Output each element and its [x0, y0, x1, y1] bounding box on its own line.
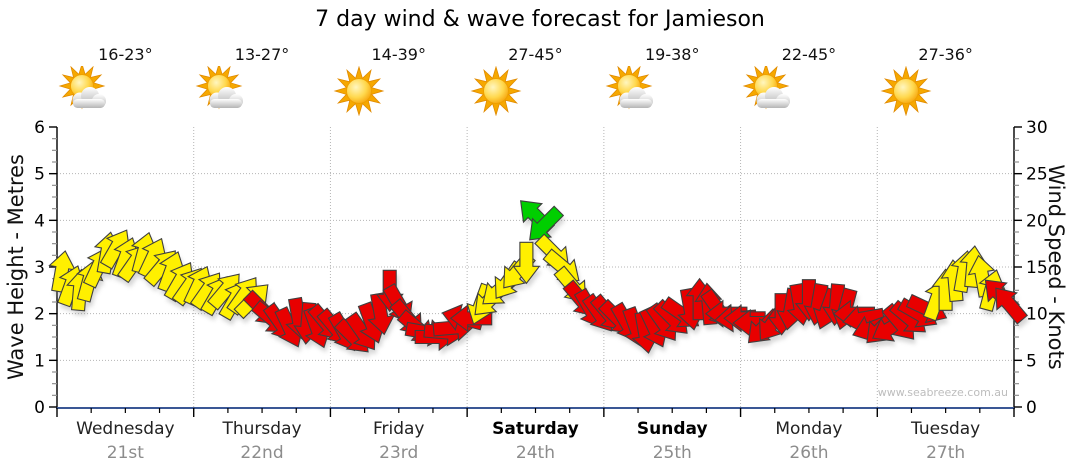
weather-icon-wrap [467, 66, 604, 116]
sun-disc [483, 78, 510, 104]
day-name-label: Saturday [492, 419, 579, 439]
day-date-label: 25th [652, 443, 692, 463]
watermark: www.seabreeze.com.au [877, 386, 1008, 399]
axis-tick-label: 30 [1026, 118, 1048, 138]
axis-tick-label: 0 [1026, 398, 1037, 418]
axis-tick-label: 2 [34, 305, 45, 325]
wind-arrow [529, 205, 565, 241]
temp-range-label: 19-38° [644, 45, 700, 64]
cloud-icon [72, 87, 106, 108]
weather-icon-partly-cloudy [195, 66, 243, 110]
cloud-icon [209, 87, 243, 108]
weather-icon-wrap [741, 66, 878, 116]
day-date-label: 22nd [240, 443, 284, 463]
day-date-label: 23rd [379, 443, 419, 463]
temp-range-label: 27-45° [508, 45, 563, 64]
axis-tick-label: 25 [1026, 165, 1048, 185]
temp-range-label: 27-36° [918, 45, 973, 64]
sun-disc [893, 78, 920, 104]
temp-range-label: 16-23° [98, 45, 153, 64]
temp-range-label: 13-27° [234, 45, 290, 64]
day-date-label: 21st [106, 443, 144, 463]
day-header: 14-39° [330, 44, 467, 116]
left-axis-title: Wave Height - Metres [4, 154, 28, 380]
cloud-icon [619, 87, 653, 108]
day-footer: Tuesday 27th [877, 419, 1014, 469]
day-date-label: 26th [789, 443, 829, 463]
day-footer: Friday 23rd [330, 419, 467, 469]
day-header: 22-45° [741, 44, 878, 116]
weather-icon-wrap [330, 66, 467, 116]
day-footer: Sunday 25th [604, 419, 741, 469]
day-footer: Wednesday 21st [57, 419, 194, 469]
day-footer: Monday 26th [741, 419, 878, 469]
day-date-label: 24th [515, 443, 555, 463]
axis-tick-label: 3 [34, 258, 45, 278]
day-date-label: 27th [926, 443, 966, 463]
axis-tick-label: 10 [1026, 305, 1048, 325]
axis-tick-label: 15 [1026, 258, 1048, 278]
temp-range-label: 22-45° [781, 45, 837, 64]
axis-tick-label: 20 [1026, 211, 1048, 231]
axis-tick-label: 4 [34, 211, 45, 231]
day-header: 16-23° [57, 44, 194, 116]
day-header: 13-27° [194, 44, 331, 116]
day-header: 27-36° [877, 44, 1014, 116]
temp-range-label: 14-39° [371, 45, 426, 64]
weather-icon-sunny [880, 66, 932, 116]
weather-icon-sunny [470, 66, 522, 116]
day-name-label: Friday [372, 419, 425, 439]
page-title: 7 day wind & wave forecast for Jamieson [315, 7, 765, 32]
day-name-label: Monday [775, 419, 843, 439]
weather-icon-wrap [57, 66, 194, 116]
axis-tick-label: 6 [34, 118, 45, 138]
day-name-label: Thursday [222, 419, 302, 439]
weather-icon-partly-cloudy [605, 66, 653, 110]
weather-icon-wrap [604, 66, 741, 116]
day-name-label: Tuesday [911, 419, 981, 439]
axis-tick-label: 1 [34, 351, 45, 371]
day-header: 19-38° [604, 44, 741, 116]
sun-icon [880, 66, 932, 116]
weather-icon-wrap [194, 66, 331, 116]
right-axis-title: Wind Speed - Knots [1044, 164, 1068, 370]
wind-arrow-layer [48, 200, 1029, 354]
weather-icon-sunny [333, 66, 385, 116]
wind-arrow [512, 241, 541, 285]
day-footer: Thursday 22nd [194, 419, 331, 469]
sun-icon [333, 66, 385, 116]
day-name-label: Wednesday [76, 419, 175, 439]
sun-disc [346, 78, 373, 104]
day-header: 27-45° [467, 44, 604, 116]
sun-icon [470, 66, 522, 116]
day-footer: Saturday 24th [467, 419, 604, 469]
wind-arrow [995, 287, 1029, 325]
axis-tick-label: 0 [34, 398, 45, 418]
day-name-label: Sunday [636, 419, 708, 439]
weather-icon-wrap [877, 66, 1014, 116]
cloud-icon [756, 87, 790, 108]
axis-tick-label: 5 [1026, 351, 1037, 371]
weather-icon-partly-cloudy [58, 66, 106, 110]
axis-tick-label: 5 [34, 165, 45, 185]
weather-icon-partly-cloudy [742, 66, 790, 110]
